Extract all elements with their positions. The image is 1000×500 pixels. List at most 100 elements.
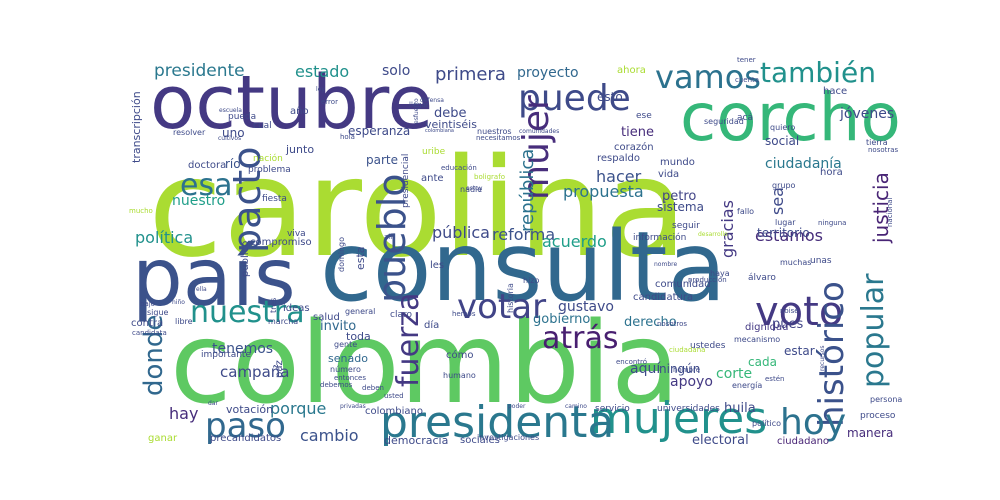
word-cada: cada [748, 355, 777, 369]
word-ante: ante [421, 173, 444, 184]
word-pueblo: pueblo [370, 173, 414, 303]
word-país: país [132, 231, 296, 324]
word-corazón: corazón [614, 141, 654, 153]
word-comunidades: comunidades [519, 128, 559, 135]
word-nacional: nacional [886, 197, 894, 227]
word-sigue: sigue [147, 308, 169, 317]
word-ganar: ganar [148, 433, 178, 444]
word-sea: sea [768, 187, 787, 215]
word-justicia: justicia [869, 172, 893, 244]
word-histórico: histórico [812, 281, 852, 427]
word-invito: invito [320, 319, 356, 334]
word-mujer: mujer [516, 95, 557, 200]
word-cual: cual [253, 121, 272, 131]
word-ella: ella [196, 286, 207, 293]
word-número: número [330, 365, 361, 374]
word-necesitamos: necesitamos [476, 134, 521, 142]
word-atrás: atrás [542, 321, 619, 356]
word-cuenta: cuenta [735, 76, 759, 84]
word-candidatura: candidatura [633, 292, 693, 303]
word-tres: tres [269, 298, 278, 313]
word-consulta: consulta [320, 211, 726, 323]
word-carolina: carolina [148, 130, 687, 288]
word-vamos: vamos [655, 58, 761, 96]
word-precandidatos: precandidatos [210, 433, 281, 444]
word-recursos: recursos [819, 345, 826, 371]
word-octubre: octubre [150, 60, 433, 146]
word-dar: dar [208, 400, 218, 407]
word-año: año [290, 106, 309, 117]
word-debemos: debemos [320, 381, 353, 389]
word-colombiano: colombiano [365, 406, 423, 417]
word-proceso: proceso [860, 411, 896, 421]
word-ningún: ningún [659, 362, 700, 376]
word-claro: claro [390, 310, 412, 320]
word-ese: ese [636, 111, 652, 121]
word-encontró: encontró [616, 358, 647, 366]
word-debe: debe [434, 106, 467, 121]
word-nadie: nadie [460, 185, 482, 194]
word-ahora: ahora [617, 65, 646, 76]
word-pública: pública [432, 223, 490, 242]
word-camino: camino [565, 403, 587, 410]
word-ustedes: ustedes [690, 341, 726, 351]
word-petro: petro [662, 189, 696, 204]
word-doctora: doctora [188, 160, 226, 171]
word-alli: alli [384, 233, 394, 241]
word-política: política [135, 228, 193, 247]
word-donde: donde [139, 315, 169, 396]
word-estar: estar [784, 344, 815, 358]
word-transcripción: transcripción [130, 91, 143, 163]
word-marcha: marcha [268, 317, 298, 326]
word-sistema: sistema [657, 200, 704, 214]
word-muchas: muchas [780, 258, 811, 267]
word-estado: estado [295, 62, 349, 81]
word-problema: problema [248, 165, 291, 175]
word-entonces: entonces [334, 374, 366, 382]
word-bajo: bajo [140, 300, 155, 308]
word-defensa: defensa [420, 97, 444, 104]
word-manera: manera [847, 426, 893, 440]
word-desarrollo: desarrollo [698, 231, 728, 238]
word-ciudadana: ciudadana [669, 346, 705, 354]
word-esa: esa [180, 168, 232, 203]
word-día: día [424, 319, 439, 331]
word-llegar: llegar [409, 101, 429, 109]
word-esperanza: esperanza [348, 124, 410, 138]
word-importante: importante [201, 350, 251, 360]
word-les: les [430, 260, 444, 271]
word-jóvenes: jóvenes [839, 106, 894, 122]
word-político: político [752, 419, 781, 428]
word-hay: hay [169, 404, 198, 423]
word-libre: libre [175, 317, 193, 326]
word-paz: paz [274, 360, 285, 378]
word-seguridad: seguridad [704, 117, 744, 126]
word-ciudadano: ciudadano [777, 436, 829, 447]
word-votación: votación [226, 403, 273, 416]
word-cambio: cambio [300, 426, 359, 445]
word-nuestra: nuestra [190, 295, 305, 330]
word-nación: nación [253, 153, 283, 164]
word-quiero: quiero [770, 123, 795, 132]
word-gobierno: gobierno [533, 312, 590, 327]
word-contra: contra [131, 318, 163, 329]
word-información: información [633, 232, 686, 243]
word-ciudadanía: ciudadanía [765, 156, 842, 172]
word-grupo: grupo [772, 181, 796, 190]
word-error: error [321, 98, 338, 106]
word-también: también [760, 56, 876, 89]
word-hola: hola [340, 133, 355, 141]
word-gracias: gracias [718, 200, 737, 258]
word-tenemos: tenemos [212, 341, 273, 357]
word-ninguna: ninguna [818, 219, 846, 227]
word-seguir: seguir [672, 221, 700, 231]
word-hizo: hizo [523, 276, 539, 285]
word-pues: pues [772, 317, 803, 332]
word-ley: ley [316, 86, 325, 93]
word-resolver: resolver [173, 128, 206, 137]
word-nuestros: nuestros [477, 127, 512, 136]
word-álvaro: álvaro [748, 273, 776, 283]
word-estén: estén [765, 375, 784, 383]
word-proyecto: proyecto [517, 65, 579, 81]
